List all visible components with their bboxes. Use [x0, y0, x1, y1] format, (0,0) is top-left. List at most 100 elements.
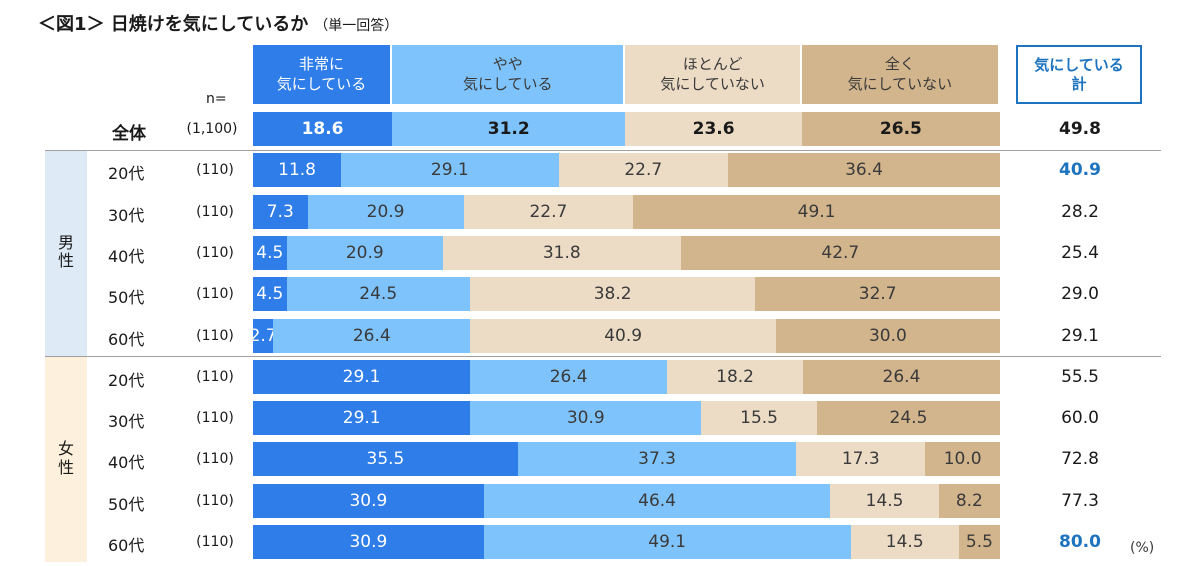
bar-segment: 11.8 — [253, 153, 342, 188]
row-n: (110) — [196, 368, 234, 385]
group-band-1 — [45, 149, 87, 356]
title-text: ＜図1＞ 日焼けを気にしているか — [38, 14, 309, 35]
bar-row: 4.5 20.9 31.8 42.7 — [253, 235, 1000, 270]
bar-row: 35.5 37.3 17.3 10.0 — [253, 442, 1000, 477]
row-label: 30代 — [108, 205, 145, 225]
row-n: (110) — [196, 534, 234, 550]
bar-segment: 2.7 — [253, 318, 274, 353]
bar-segment: 14.5 — [850, 525, 959, 559]
row-label: 20代 — [108, 370, 145, 390]
bar-segment: 49.1 — [633, 194, 1000, 229]
group-label-1: 男 性 — [57, 232, 74, 271]
legend-header-3: 全く 気にしていない — [801, 45, 998, 104]
legend-header-1: やや 気にしている — [392, 45, 624, 104]
row-total: 40.9 — [1059, 160, 1101, 181]
bar-segment: 38.2 — [469, 277, 756, 312]
row-n: (110) — [196, 410, 234, 427]
row-n: (1,100) — [186, 121, 238, 137]
row-total: 80.0 — [1059, 532, 1101, 552]
bar-segment: 31.8 — [442, 235, 681, 270]
bar-segment: 29.1 — [253, 359, 471, 394]
bar-segment: 30.9 — [470, 401, 702, 436]
bar-segment: 42.7 — [680, 235, 1000, 270]
bar-row: 11.8 29.1 22.7 36.4 — [253, 153, 1000, 188]
title-subtitle: （単一回答） — [314, 18, 399, 34]
bar-segment: 7.3 — [253, 194, 308, 229]
bar-row: 18.6 31.2 23.6 26.5 — [253, 112, 1000, 146]
bar-segment: 26.4 — [802, 359, 1000, 394]
row-label: 40代 — [108, 453, 145, 473]
bar-segment: 18.2 — [667, 359, 803, 394]
bar-row: 30.9 49.1 14.5 5.5 — [253, 525, 1000, 559]
row-total: 29.1 — [1061, 325, 1099, 346]
bar-segment: 22.7 — [463, 194, 634, 229]
bar-segment: 17.3 — [796, 442, 926, 477]
bar-segment: 8.2 — [938, 483, 1000, 518]
row-total: 25.4 — [1061, 242, 1099, 263]
row-n: (110) — [196, 162, 234, 179]
bar-row: 4.5 24.5 38.2 32.7 — [253, 277, 1000, 312]
bar-segment: 22.7 — [558, 153, 729, 188]
row-label: 30代 — [108, 412, 145, 432]
bar-row: 30.9 46.4 14.5 8.2 — [253, 483, 1000, 518]
row-n: (110) — [196, 451, 234, 468]
unit-label: (%) — [1130, 540, 1155, 556]
bar-segment: 4.5 — [253, 277, 287, 312]
bar-segment: 24.5 — [816, 401, 1000, 436]
bar-segment: 15.5 — [701, 401, 817, 436]
row-label: 20代 — [108, 164, 145, 184]
row-label: 40代 — [108, 246, 145, 266]
row-n: (110) — [196, 327, 234, 344]
row-total: 60.0 — [1061, 408, 1099, 429]
group-label-2: 女 性 — [57, 439, 74, 477]
n-label: n= — [206, 91, 227, 107]
bar-segment: 24.5 — [286, 277, 470, 312]
row-n: (110) — [196, 492, 234, 509]
group-separator-1 — [45, 149, 1161, 151]
bar-segment: 30.9 — [253, 525, 484, 559]
row-n: (110) — [196, 244, 234, 261]
row-label: 50代 — [108, 494, 145, 514]
row-total: 55.5 — [1061, 366, 1099, 387]
legend-header-0: 非常に 気にしている — [253, 45, 391, 104]
row-total: 72.8 — [1061, 449, 1099, 470]
row-label: 全体 — [112, 124, 146, 144]
bar-segment: 23.6 — [625, 112, 802, 146]
bar-segment: 30.0 — [775, 318, 1000, 353]
bar-segment: 32.7 — [755, 277, 1000, 312]
bar-segment: 46.4 — [483, 483, 831, 518]
row-total: 49.8 — [1059, 119, 1101, 139]
bar-segment: 26.5 — [801, 112, 1000, 146]
row-total: 28.2 — [1061, 201, 1099, 222]
bar-segment: 35.5 — [253, 442, 518, 477]
group-band-2 — [45, 356, 87, 563]
bar-segment: 26.4 — [470, 359, 668, 394]
bar-segment: 29.1 — [341, 153, 559, 188]
bar-segment: 30.9 — [253, 483, 484, 518]
chart-title: ＜図1＞ 日焼けを気にしているか （単一回答） — [38, 10, 398, 36]
legend-header-2: ほとんど 気にしていない — [625, 45, 800, 104]
bar-segment: 5.5 — [958, 525, 1000, 559]
bar-segment: 14.5 — [830, 483, 939, 518]
bar-segment: 18.6 — [253, 112, 393, 146]
row-total: 77.3 — [1061, 490, 1099, 511]
row-n: (110) — [196, 203, 234, 220]
bar-segment: 10.0 — [925, 442, 1000, 477]
bar-segment: 40.9 — [470, 318, 776, 353]
bar-segment: 36.4 — [728, 153, 1000, 188]
row-label: 50代 — [108, 288, 145, 308]
bar-row: 7.3 20.9 22.7 49.1 — [253, 194, 1000, 229]
row-n: (110) — [196, 286, 234, 303]
bar-segment: 49.1 — [483, 525, 851, 559]
bar-row: 29.1 30.9 15.5 24.5 — [253, 401, 1000, 436]
group-separator-2 — [45, 356, 1161, 358]
bar-segment: 29.1 — [253, 401, 471, 436]
row-label: 60代 — [108, 329, 145, 349]
total-box-header: 気にしている 計 — [1016, 45, 1142, 104]
bar-segment: 4.5 — [253, 235, 287, 270]
row-total: 29.0 — [1061, 284, 1099, 305]
bar-segment: 26.4 — [273, 318, 471, 353]
bar-segment: 20.9 — [286, 235, 443, 270]
row-label: 60代 — [108, 536, 145, 555]
bar-segment: 20.9 — [307, 194, 464, 229]
